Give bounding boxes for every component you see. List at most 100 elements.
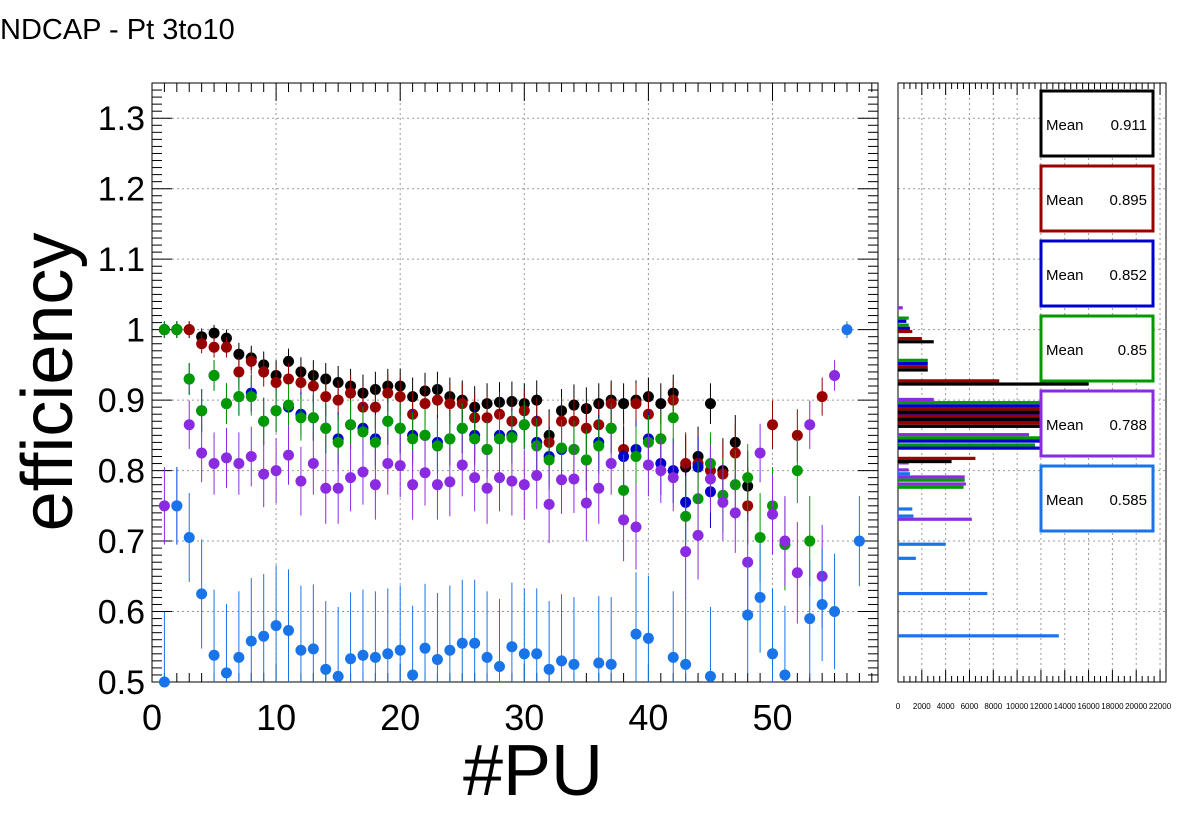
data-point	[295, 475, 307, 487]
chart-title: NDCAP - Pt 3to10	[0, 14, 235, 46]
hist-x-tick-label: 20000	[1125, 702, 1148, 711]
y-tick-label: 1.1	[98, 241, 145, 279]
data-point	[767, 648, 779, 660]
data-point	[183, 419, 195, 431]
data-point	[196, 405, 208, 417]
hist-bar	[898, 379, 1000, 383]
data-point	[630, 450, 642, 462]
hist-bar	[898, 306, 903, 310]
data-point	[680, 546, 692, 558]
x-tick-label: 0	[142, 697, 162, 738]
data-point	[829, 606, 841, 618]
data-point	[258, 366, 270, 378]
data-point	[220, 341, 232, 353]
hist-bar	[898, 417, 1053, 421]
x-tick-label: 20	[380, 697, 420, 738]
stat-box-0: Mean 0.911	[1039, 89, 1155, 158]
hist-bar	[898, 542, 946, 546]
hist-bar	[898, 421, 1059, 425]
data-point	[444, 433, 456, 445]
series-5	[158, 321, 865, 688]
hist-bar	[898, 456, 976, 460]
data-point	[568, 658, 580, 670]
data-point	[345, 653, 357, 665]
data-point	[233, 651, 245, 663]
hist-bar	[898, 358, 928, 362]
data-point	[196, 588, 208, 600]
data-point	[655, 465, 667, 477]
hist-bar	[898, 591, 988, 596]
x-tick-label: 50	[752, 697, 792, 738]
stat-box-value: 0.895	[1109, 192, 1147, 209]
data-point	[208, 458, 220, 470]
data-point	[196, 338, 208, 350]
stat-box-label: Mean	[1046, 342, 1084, 359]
hist-bar	[898, 401, 1041, 405]
stat-box-frame	[1039, 314, 1155, 383]
series-0	[158, 321, 754, 522]
data-point	[419, 642, 431, 654]
stat-box-value: 0.85	[1118, 342, 1147, 359]
data-point	[332, 482, 344, 494]
data-point	[357, 426, 369, 438]
hist-bar	[898, 459, 952, 464]
data-point	[456, 459, 468, 471]
data-point	[493, 472, 505, 484]
series-4	[158, 360, 841, 628]
data-point	[245, 391, 257, 403]
hist-x-tick-label: 12000	[1030, 702, 1053, 711]
hist-bar	[898, 436, 1047, 440]
data-point	[233, 391, 245, 403]
data-point	[208, 327, 220, 339]
data-point	[431, 653, 443, 665]
data-point	[704, 473, 716, 485]
stat-box-4: Mean 0.788	[1039, 389, 1155, 458]
stat-box-frame	[1039, 464, 1155, 533]
hist-bar	[898, 634, 1059, 638]
data-point	[704, 670, 716, 682]
stat-box-label: Mean	[1046, 417, 1084, 434]
data-point	[680, 458, 692, 470]
data-point	[431, 479, 443, 491]
stat-box-frame	[1039, 164, 1155, 233]
data-point	[481, 651, 493, 663]
data-point	[183, 532, 195, 544]
data-point	[283, 373, 295, 385]
data-point	[717, 496, 729, 508]
data-point	[506, 475, 518, 487]
data-point	[394, 644, 406, 656]
data-point	[283, 399, 295, 411]
data-point	[320, 422, 332, 434]
data-point	[618, 514, 630, 526]
data-point	[804, 613, 816, 625]
hist-bar	[898, 397, 934, 402]
hist-bar	[898, 507, 913, 511]
data-point	[419, 467, 431, 479]
hist-bar	[898, 424, 1047, 428]
data-point	[642, 459, 654, 471]
data-point	[345, 387, 357, 399]
hist-bar	[898, 514, 914, 518]
stat-box-5: Mean 0.585	[1039, 464, 1155, 533]
data-point	[196, 447, 208, 459]
data-point	[332, 394, 344, 406]
data-point	[518, 479, 530, 491]
data-point	[506, 431, 518, 443]
stat-box-value: 0.911	[1111, 117, 1147, 134]
hist-bar	[898, 407, 1047, 411]
data-point	[593, 482, 605, 494]
hist-bar	[898, 410, 1047, 414]
hist-x-tick-label: 0	[896, 702, 901, 711]
data-point	[667, 651, 679, 663]
stat-box-frame	[1039, 389, 1155, 458]
data-point	[258, 630, 270, 642]
hist-bar	[898, 365, 928, 369]
series-1	[158, 321, 828, 545]
data-point	[357, 466, 369, 478]
data-point	[729, 507, 741, 519]
data-point	[556, 474, 568, 486]
hist-bar	[898, 433, 1030, 437]
hist-bar	[898, 478, 965, 482]
data-point	[332, 436, 344, 448]
